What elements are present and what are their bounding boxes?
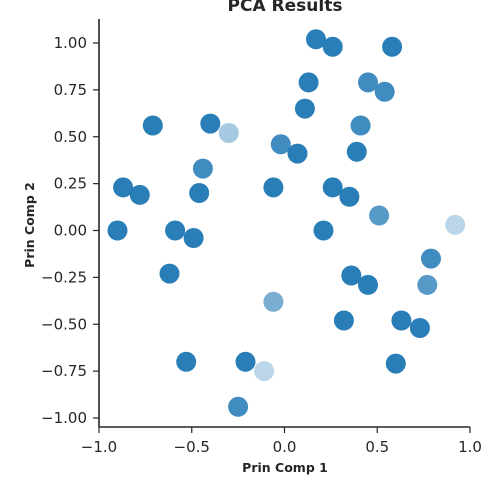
data-point-19	[263, 177, 284, 198]
data-point-13	[287, 143, 308, 164]
data-point-8	[142, 115, 163, 136]
data-point-23	[445, 214, 466, 235]
data-point-38	[235, 351, 256, 372]
data-point-5	[358, 72, 378, 93]
y-axis-title: Prin Comp 2	[22, 182, 37, 268]
x-tick-label: −1.0	[81, 438, 117, 456]
data-point-18	[189, 183, 210, 203]
chart-title: PCA Results	[228, 0, 343, 16]
x-tick-label: 1.0	[458, 438, 482, 456]
data-point-1	[306, 29, 326, 50]
data-point-26	[183, 228, 204, 248]
data-point-4	[298, 72, 319, 93]
data-point-9	[200, 113, 221, 134]
data-point-41	[228, 396, 249, 417]
x-tick-label: −0.5	[174, 438, 210, 456]
data-point-40	[385, 353, 406, 374]
data-point-31	[358, 274, 378, 295]
y-tick-label: −0.50	[41, 315, 87, 333]
data-point-6	[374, 81, 395, 102]
data-point-10	[218, 123, 239, 143]
y-tick-label: 1.00	[54, 34, 87, 52]
points-layer	[107, 29, 466, 417]
data-point-16	[113, 177, 134, 198]
data-point-28	[159, 263, 180, 284]
data-point-30	[341, 265, 362, 286]
data-point-15	[192, 158, 213, 179]
data-point-7	[294, 98, 315, 119]
y-tick-label: 0.00	[54, 222, 87, 240]
data-point-27	[313, 220, 334, 241]
data-point-29	[421, 248, 441, 269]
x-axis-title: Prin Comp 1	[242, 460, 328, 475]
y-tick-label: 0.25	[54, 175, 87, 193]
y-axis-ticks: −1.00 −0.75 −0.50 −0.25 0.00 0.25 0.50 0.75 1.00	[41, 34, 99, 427]
data-point-33	[263, 291, 284, 312]
data-point-20	[322, 177, 343, 198]
data-point-34	[333, 310, 354, 331]
data-point-25	[165, 220, 186, 241]
data-point-24	[107, 220, 128, 241]
data-point-32	[417, 274, 438, 295]
data-point-11	[350, 115, 371, 136]
data-point-39	[254, 361, 275, 382]
y-tick-label: −0.75	[41, 362, 87, 380]
x-tick-label: 0.5	[365, 438, 389, 456]
data-point-3	[382, 36, 403, 57]
y-tick-label: −0.25	[41, 268, 87, 286]
data-point-35	[391, 310, 412, 331]
data-point-14	[346, 141, 367, 162]
data-point-37	[176, 351, 197, 372]
data-point-17	[129, 184, 150, 205]
data-point-12	[270, 134, 291, 155]
y-tick-label: 0.50	[54, 128, 87, 146]
x-axis-ticks: −1.0 −0.5 0.0 0.5 1.0	[81, 427, 482, 456]
data-point-2	[322, 36, 343, 57]
y-tick-label: 0.75	[54, 81, 87, 99]
data-point-36	[409, 318, 430, 338]
data-point-21	[339, 186, 360, 207]
y-tick-label: −1.00	[41, 409, 87, 427]
data-point-22	[369, 205, 390, 226]
x-tick-label: 0.0	[273, 438, 297, 456]
